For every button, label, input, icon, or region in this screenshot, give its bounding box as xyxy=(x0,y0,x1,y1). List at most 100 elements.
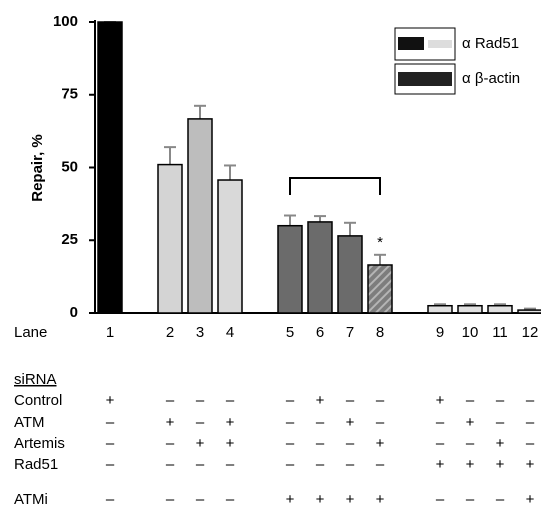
cell: + xyxy=(346,414,355,431)
x-axis-label: Lane xyxy=(14,324,47,341)
cell: – xyxy=(106,491,115,508)
cell: – xyxy=(346,456,355,473)
bar xyxy=(278,226,302,313)
cell: + xyxy=(496,435,505,452)
cell: – xyxy=(226,491,235,508)
cell: + xyxy=(316,491,325,508)
y-tick-label: 50 xyxy=(61,158,78,175)
row-label: ATMi xyxy=(14,491,48,508)
cell: – xyxy=(376,392,385,409)
y-axis-label: Repair, % xyxy=(29,134,46,202)
cell: – xyxy=(466,491,475,508)
cell: – xyxy=(196,491,205,508)
cell: – xyxy=(496,392,505,409)
x-tick-label: 4 xyxy=(226,324,234,341)
cell: – xyxy=(316,456,325,473)
bar xyxy=(488,306,512,313)
x-tick-label: 8 xyxy=(376,324,384,341)
cell: – xyxy=(166,435,175,452)
cell: – xyxy=(106,456,115,473)
cell: – xyxy=(376,456,385,473)
x-tick-label: 3 xyxy=(196,324,204,341)
bar xyxy=(98,22,122,313)
x-tick-label: 9 xyxy=(436,324,444,341)
bar xyxy=(458,306,482,313)
row-label: Artemis xyxy=(14,435,65,452)
cell: + xyxy=(226,414,235,431)
row-label: Rad51 xyxy=(14,456,58,473)
bar xyxy=(518,310,541,313)
cell: – xyxy=(466,392,475,409)
cell: – xyxy=(496,414,505,431)
cell: + xyxy=(376,491,385,508)
cell: + xyxy=(496,456,505,473)
cell: – xyxy=(286,414,295,431)
row-label: Control xyxy=(14,392,62,409)
y-tick-label: 100 xyxy=(53,13,78,30)
x-tick-label: 12 xyxy=(522,324,539,341)
cell: + xyxy=(526,491,535,508)
x-tick-label: 6 xyxy=(316,324,324,341)
cell: – xyxy=(286,456,295,473)
row-label: ATM xyxy=(14,414,45,431)
x-tick-label: 11 xyxy=(492,324,508,341)
cell: – xyxy=(496,491,505,508)
bar xyxy=(308,222,332,313)
cell: + xyxy=(106,392,115,409)
cell: – xyxy=(106,435,115,452)
cell: – xyxy=(226,456,235,473)
cell: – xyxy=(226,392,235,409)
bar xyxy=(218,180,242,313)
cell: – xyxy=(286,392,295,409)
cell: + xyxy=(376,435,385,452)
x-tick-label: 10 xyxy=(462,324,479,341)
cell: – xyxy=(436,435,445,452)
cell: + xyxy=(196,435,205,452)
cell: + xyxy=(466,456,475,473)
blot-label: α Rad51 xyxy=(462,35,519,52)
cell: – xyxy=(166,491,175,508)
cell: + xyxy=(286,491,295,508)
cell: – xyxy=(526,414,535,431)
cell: – xyxy=(316,435,325,452)
table-header: siRNA xyxy=(14,371,57,388)
cell: – xyxy=(166,392,175,409)
figure: Repair, % Lane α Rad51 α β-actin siRNA 0… xyxy=(0,0,541,512)
x-tick-label: 2 xyxy=(166,324,174,341)
bar xyxy=(368,265,392,313)
cell: + xyxy=(166,414,175,431)
cell: + xyxy=(436,392,445,409)
x-tick-label: 7 xyxy=(346,324,354,341)
cell: + xyxy=(436,456,445,473)
bar xyxy=(188,119,212,313)
blot-label: α β-actin xyxy=(462,70,520,87)
cell: – xyxy=(376,414,385,431)
cell: – xyxy=(526,435,535,452)
cell: – xyxy=(196,392,205,409)
blot-inset xyxy=(395,28,455,94)
cell: – xyxy=(346,435,355,452)
bar xyxy=(428,306,452,313)
cell: – xyxy=(196,456,205,473)
cell: – xyxy=(106,414,115,431)
cell: – xyxy=(346,392,355,409)
cell: – xyxy=(316,414,325,431)
x-tick-label: 1 xyxy=(106,324,114,341)
y-tick-label: 25 xyxy=(61,231,78,248)
cell: – xyxy=(196,414,205,431)
bracket xyxy=(290,178,380,195)
cell: + xyxy=(526,456,535,473)
y-tick-label: 0 xyxy=(70,304,78,321)
cell: – xyxy=(526,392,535,409)
bar xyxy=(338,236,362,313)
cell: + xyxy=(466,414,475,431)
annotation: * xyxy=(377,234,383,251)
cell: – xyxy=(166,456,175,473)
cell: – xyxy=(436,414,445,431)
cell: – xyxy=(286,435,295,452)
cell: + xyxy=(316,392,325,409)
cell: – xyxy=(466,435,475,452)
x-tick-label: 5 xyxy=(286,324,294,341)
y-tick-label: 75 xyxy=(61,86,78,103)
cell: + xyxy=(226,435,235,452)
